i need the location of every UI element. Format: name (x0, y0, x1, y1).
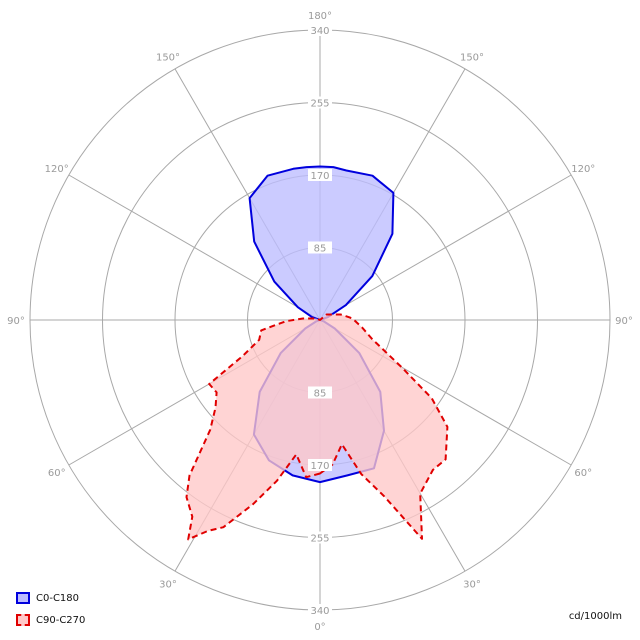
radial-tick-label-down-1: 170 (310, 461, 329, 472)
radial-label-bg (308, 386, 332, 399)
legend-item-c0-c180: C0-C180 (16, 588, 85, 608)
legend-swatch-c0-c180 (16, 592, 30, 604)
radial-tick-label-up-0: 85 (314, 244, 327, 255)
radial-tick-label-up-1: 170 (310, 171, 329, 182)
radial-label-bg (308, 459, 332, 471)
legend: C0-C180 C90-C270 (16, 588, 85, 632)
legend-label-c0-c180: C0-C180 (36, 592, 80, 604)
legend-swatch-c90-c270 (16, 614, 30, 626)
radial-tick-label-up-3: 340 (310, 26, 329, 37)
tick-labels: 85 85 170 170 255 255 340 340 180° 0° 150° 120° 90° 6… (7, 11, 633, 633)
angle-label-right-3: 60° (574, 468, 592, 479)
radial-tick-label-down-3: 340 (310, 606, 329, 617)
angle-label-left-1: 120° (45, 164, 69, 175)
angle-label-left-3: 60° (48, 468, 66, 479)
angle-label-right-1: 120° (571, 164, 595, 175)
radial-label-bg (308, 531, 332, 544)
angle-label-bottom: 0° (314, 622, 325, 633)
radial-label-bg (308, 24, 332, 36)
grid-spoke-120 (319, 174, 572, 321)
angle-label-top: 180° (308, 11, 332, 22)
legend-label-c90-c270: C90-C270 (36, 614, 86, 626)
radial-tick-label-down-2: 255 (310, 534, 329, 545)
angle-label-left-0: 150° (156, 53, 180, 64)
angle-label-right-4: 30° (463, 579, 481, 590)
grid-spoke-240 (68, 174, 321, 321)
series-c90-c270 (185, 313, 449, 541)
radial-label-bg (308, 241, 332, 254)
legend-item-c90-c270: C90-C270 (16, 610, 85, 630)
angle-label-right-2: 90° (615, 316, 633, 327)
radial-label-bg (308, 604, 332, 616)
radial-label-bg (308, 169, 332, 181)
unit-label: cd/1000lm (568, 611, 622, 622)
series-layer (185, 165, 449, 541)
angle-label-left-2: 90° (7, 316, 25, 327)
angle-label-right-0: 150° (460, 53, 484, 64)
radial-tick-label-down-0: 85 (314, 389, 327, 400)
angle-label-left-4: 30° (159, 579, 177, 590)
radial-label-bg (308, 96, 332, 109)
radial-tick-label-up-2: 255 (310, 99, 329, 110)
